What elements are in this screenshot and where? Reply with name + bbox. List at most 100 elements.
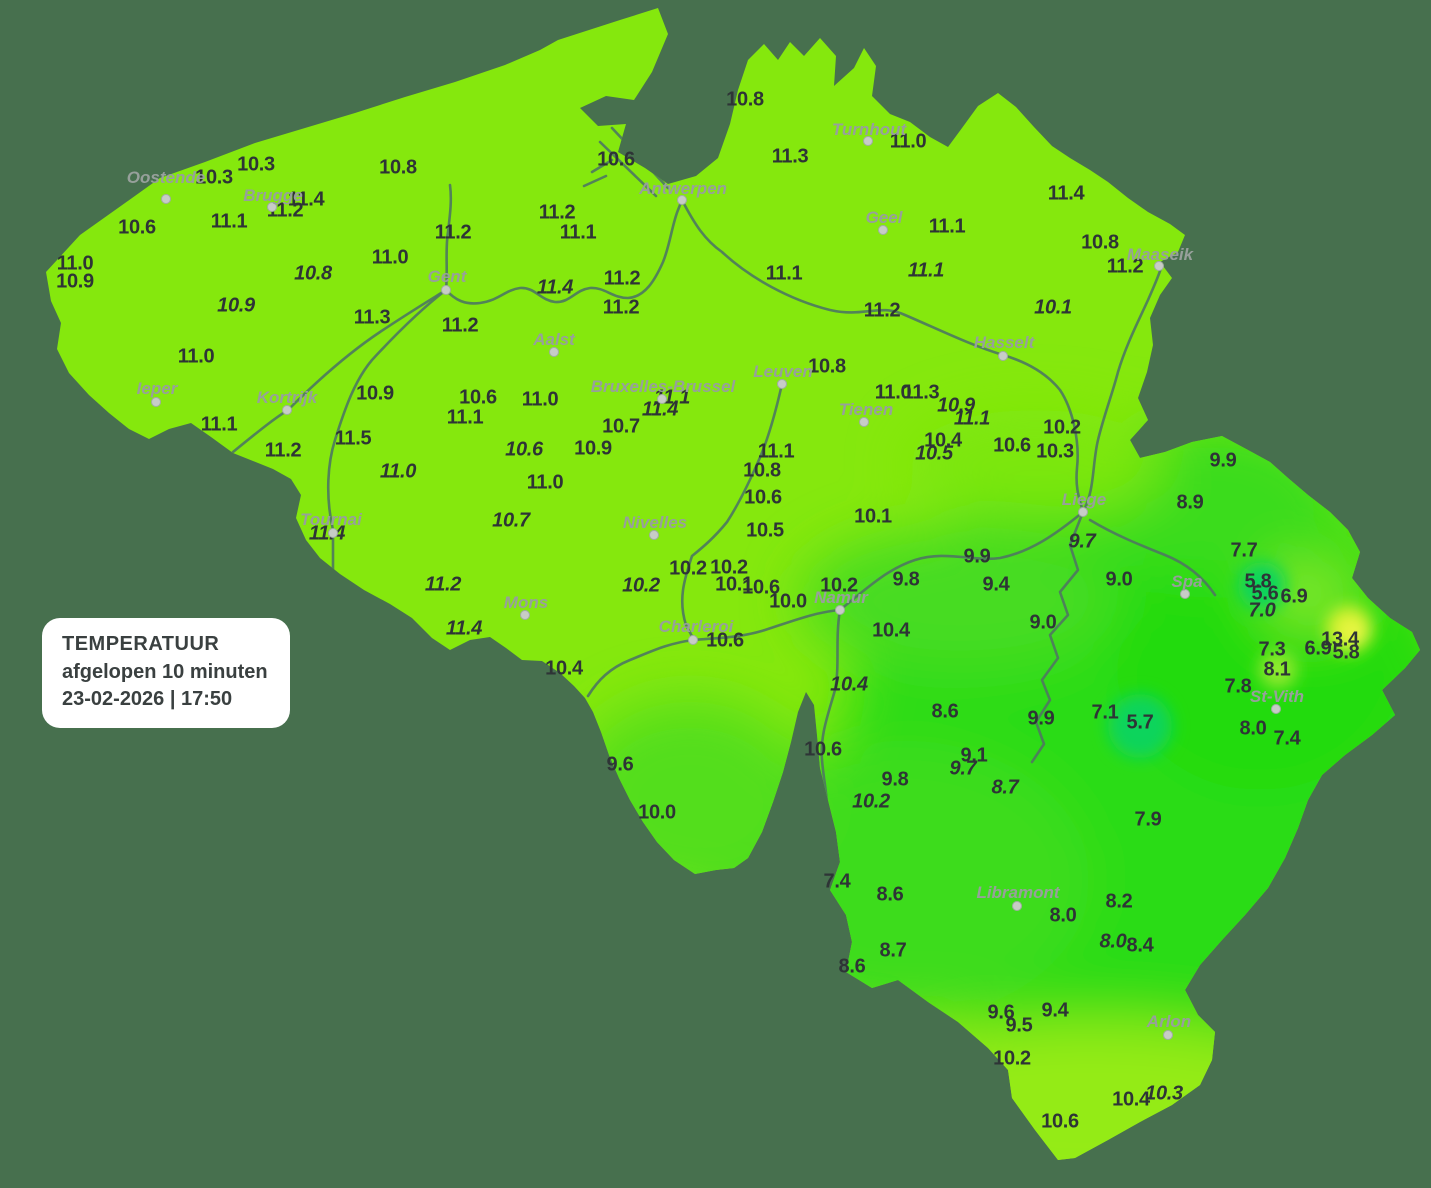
station-temp: 7.7 <box>1230 539 1258 562</box>
station-temp: 5.7 <box>1126 711 1154 734</box>
river-vesdre <box>1088 518 1217 597</box>
station-temp: 11.2 <box>1106 255 1144 278</box>
station-temp: 9.7 <box>1068 530 1096 553</box>
station-temp: 11.0 <box>56 252 94 275</box>
station-temp: 10.4 <box>1112 1088 1150 1111</box>
station-temp: 9.7 <box>949 757 977 780</box>
station-temp: 8.2 <box>1105 890 1133 913</box>
city-dot <box>998 351 1008 361</box>
info-datetime: 23-02-2026 | 17:50 <box>62 688 233 711</box>
station-temp: 7.8 <box>1224 675 1252 698</box>
city-dot <box>151 397 161 407</box>
city-label: Arlon <box>1146 1012 1192 1031</box>
city-label: Spa <box>1171 572 1203 591</box>
station-temp: 10.7 <box>602 415 640 438</box>
station-temp: 10.0 <box>769 590 807 613</box>
station-temp: 6.9 <box>1304 637 1332 660</box>
city-dot <box>835 605 845 615</box>
station-temp: 8.0 <box>1239 717 1267 740</box>
station-temp: 11.1 <box>953 407 991 430</box>
city-label: Geel <box>865 208 903 227</box>
river-meuse-liege-north <box>1081 263 1164 514</box>
canal-gent-terneuzen <box>444 183 453 292</box>
station-temp: 8.9 <box>1176 491 1204 514</box>
station-temp: 5.8 <box>1244 570 1272 593</box>
station-temp: 8.1 <box>1263 658 1291 681</box>
station-temp: 10.3 <box>1036 440 1074 463</box>
station-temp: 10.3 <box>237 153 275 176</box>
info-subtitle: afgelopen 10 minuten <box>62 660 268 683</box>
city-dot <box>282 405 292 415</box>
city-label: Hasselt <box>973 333 1035 352</box>
station-temp: 10.8 <box>808 355 846 378</box>
station-temp: 9.8 <box>881 768 909 791</box>
city-dot <box>649 530 659 540</box>
station-temp: 10.9 <box>217 294 255 317</box>
station-temp: 10.1 <box>1034 296 1072 319</box>
station-temp: 10.9 <box>937 394 975 417</box>
station-temp: 5.8 <box>1332 641 1360 664</box>
station-temp: 7.9 <box>1134 808 1162 831</box>
city-label: Nivelles <box>622 513 688 532</box>
station-temp: 10.4 <box>924 429 962 452</box>
city-label: Kortrijk <box>256 388 318 407</box>
city-label: St-Vith <box>1249 687 1305 706</box>
station-temp: 11.0 <box>177 345 215 368</box>
info-box: TEMPERATUUR afgelopen 10 minuten 23-02-2… <box>42 618 290 728</box>
station-temp: 10.8 <box>294 262 332 285</box>
station-temp: 9.1 <box>960 744 988 767</box>
station-temp: 10.2 <box>1043 416 1081 439</box>
station-temp: 9.6 <box>987 1001 1015 1024</box>
station-temp: 8.7 <box>879 939 907 962</box>
station-temp: 10.2 <box>710 556 748 579</box>
info-title: TEMPERATUUR <box>62 633 220 655</box>
city-label: Maaseik <box>1126 245 1194 264</box>
station-temp: 11.4 <box>536 276 574 299</box>
station-temp: 10.6 <box>1041 1110 1079 1133</box>
station-temp: 11.2 <box>424 573 462 596</box>
station-temp: 11.4 <box>445 617 483 640</box>
station-temp: 10.3 <box>1145 1082 1183 1105</box>
river-dijle <box>680 382 784 642</box>
station-temp: 10.2 <box>622 574 660 597</box>
river-schelde-upper <box>326 288 448 572</box>
station-temp: 9.8 <box>892 568 920 591</box>
city-label: Namur <box>814 588 868 607</box>
station-temp: 10.6 <box>804 738 842 761</box>
station-temp: 10.6 <box>459 386 497 409</box>
station-temp: 10.5 <box>915 442 953 465</box>
station-temp: 6.9 <box>1280 585 1308 608</box>
station-temp: 11.3 <box>353 306 391 329</box>
station-temp: 10.2 <box>820 574 858 597</box>
station-temp: 11.1 <box>907 259 945 282</box>
station-temp: 8.7 <box>991 776 1019 799</box>
station-temp: 11.1 <box>757 440 795 463</box>
station-temp: 10.2 <box>993 1047 1031 1070</box>
station-temp: 10.4 <box>830 673 868 696</box>
station-temp: 11.3 <box>902 381 940 404</box>
station-temp: 11.4 <box>1047 182 1085 205</box>
station-temp: 10.4 <box>872 619 910 642</box>
station-temp: 10.8 <box>726 88 764 111</box>
station-temp: 8.0 <box>1049 904 1077 927</box>
station-temp: 11.1 <box>446 406 484 429</box>
city-dot <box>267 202 277 212</box>
station-temp: 7.4 <box>1273 727 1301 750</box>
station-temp: 10.5 <box>746 519 784 542</box>
station-temp: 10.6 <box>706 629 744 652</box>
station-temp: 11.5 <box>334 427 372 450</box>
station-temp: 11.1 <box>765 262 803 285</box>
station-temp: 8.6 <box>931 700 959 723</box>
city-dot <box>777 379 787 389</box>
city-label: Brugge <box>243 186 303 205</box>
station-temp: 11.3 <box>771 145 809 168</box>
city-label: Liege <box>1061 490 1107 509</box>
station-temp: 11.1 <box>200 413 238 436</box>
station-temp: 11.2 <box>434 221 472 244</box>
city-dot <box>1163 1030 1173 1040</box>
city-dot <box>1154 261 1164 271</box>
city-label: Libramont <box>976 883 1060 902</box>
